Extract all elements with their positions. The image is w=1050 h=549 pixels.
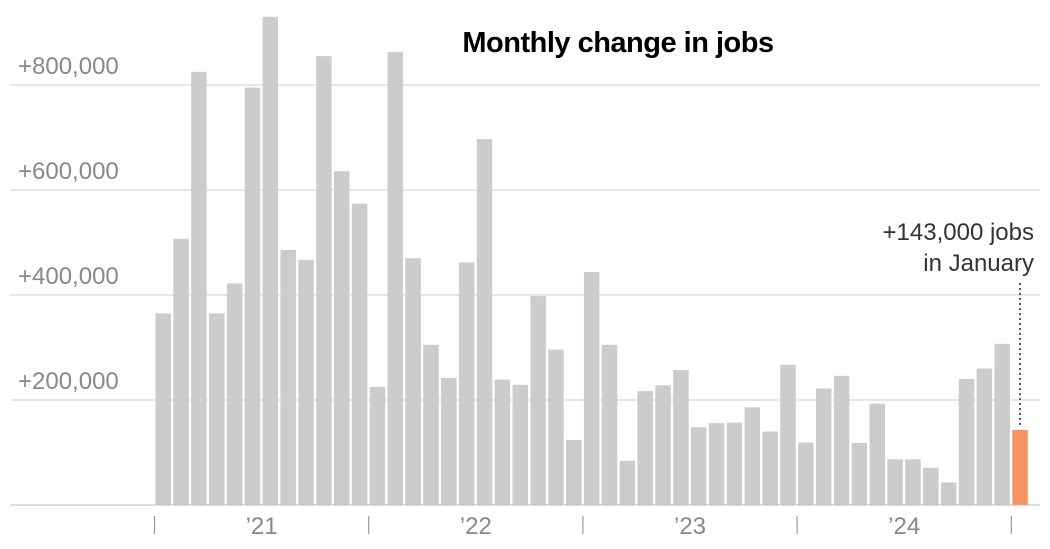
bar xyxy=(744,407,761,505)
bar xyxy=(423,344,439,505)
bar xyxy=(512,384,528,505)
bar xyxy=(691,427,707,505)
bar xyxy=(851,443,868,505)
bar xyxy=(262,16,279,505)
bar xyxy=(280,249,296,505)
y-tick-label: +600,000 xyxy=(18,158,119,185)
bar xyxy=(441,377,457,505)
bar xyxy=(905,459,921,505)
bar xyxy=(298,259,314,505)
bar xyxy=(655,385,671,505)
bar xyxy=(994,343,1010,505)
y-tick-label: +800,000 xyxy=(18,53,119,80)
highlight-bar xyxy=(1012,429,1028,505)
bar xyxy=(351,203,368,505)
y-axis-tick-labels: +200,000 +400,000 +600,000 +800,000 xyxy=(18,53,119,395)
bar xyxy=(583,271,600,505)
x-tick-label: ’24 xyxy=(888,513,920,540)
y-tick-label: +200,000 xyxy=(18,368,119,395)
bar xyxy=(726,422,743,505)
bar xyxy=(815,388,832,505)
annotation: +143,000 jobs in January xyxy=(883,219,1034,428)
bar xyxy=(673,370,689,505)
bar xyxy=(780,364,796,505)
bar xyxy=(923,467,939,505)
bar xyxy=(405,258,421,505)
bar xyxy=(191,71,207,505)
bar xyxy=(833,375,850,505)
chart-title: Monthly change in jobs xyxy=(462,27,773,59)
bar xyxy=(940,482,957,505)
bar xyxy=(762,431,778,505)
bar xyxy=(548,349,564,505)
bar xyxy=(601,344,618,505)
annotation-label-line2: in January xyxy=(923,250,1034,277)
bars xyxy=(155,16,1028,506)
bar xyxy=(244,87,261,505)
bar xyxy=(958,379,975,505)
bar xyxy=(458,262,475,505)
x-tick-label: ’21 xyxy=(246,513,278,540)
bar xyxy=(566,439,582,505)
bar xyxy=(619,460,636,505)
bar xyxy=(209,313,225,505)
bar xyxy=(637,391,653,505)
x-axis: ’21 ’22 ’23 ’24 xyxy=(153,513,1012,540)
bar xyxy=(155,313,171,505)
bar xyxy=(316,56,332,505)
bar xyxy=(708,423,725,505)
bar xyxy=(887,459,903,505)
bar xyxy=(798,442,814,505)
x-tick-label: ’23 xyxy=(674,513,706,540)
bar xyxy=(173,238,189,505)
bar xyxy=(369,386,386,505)
x-tick-label: ’22 xyxy=(460,513,492,540)
bar xyxy=(476,139,493,505)
bar xyxy=(976,368,993,505)
bar xyxy=(494,379,511,505)
bar xyxy=(334,171,350,505)
bar xyxy=(869,403,885,505)
y-tick-label: +400,000 xyxy=(18,263,119,290)
annotation-label-line1: +143,000 jobs xyxy=(883,219,1034,246)
bar xyxy=(530,296,546,505)
bar xyxy=(387,51,404,506)
bar xyxy=(226,283,243,505)
